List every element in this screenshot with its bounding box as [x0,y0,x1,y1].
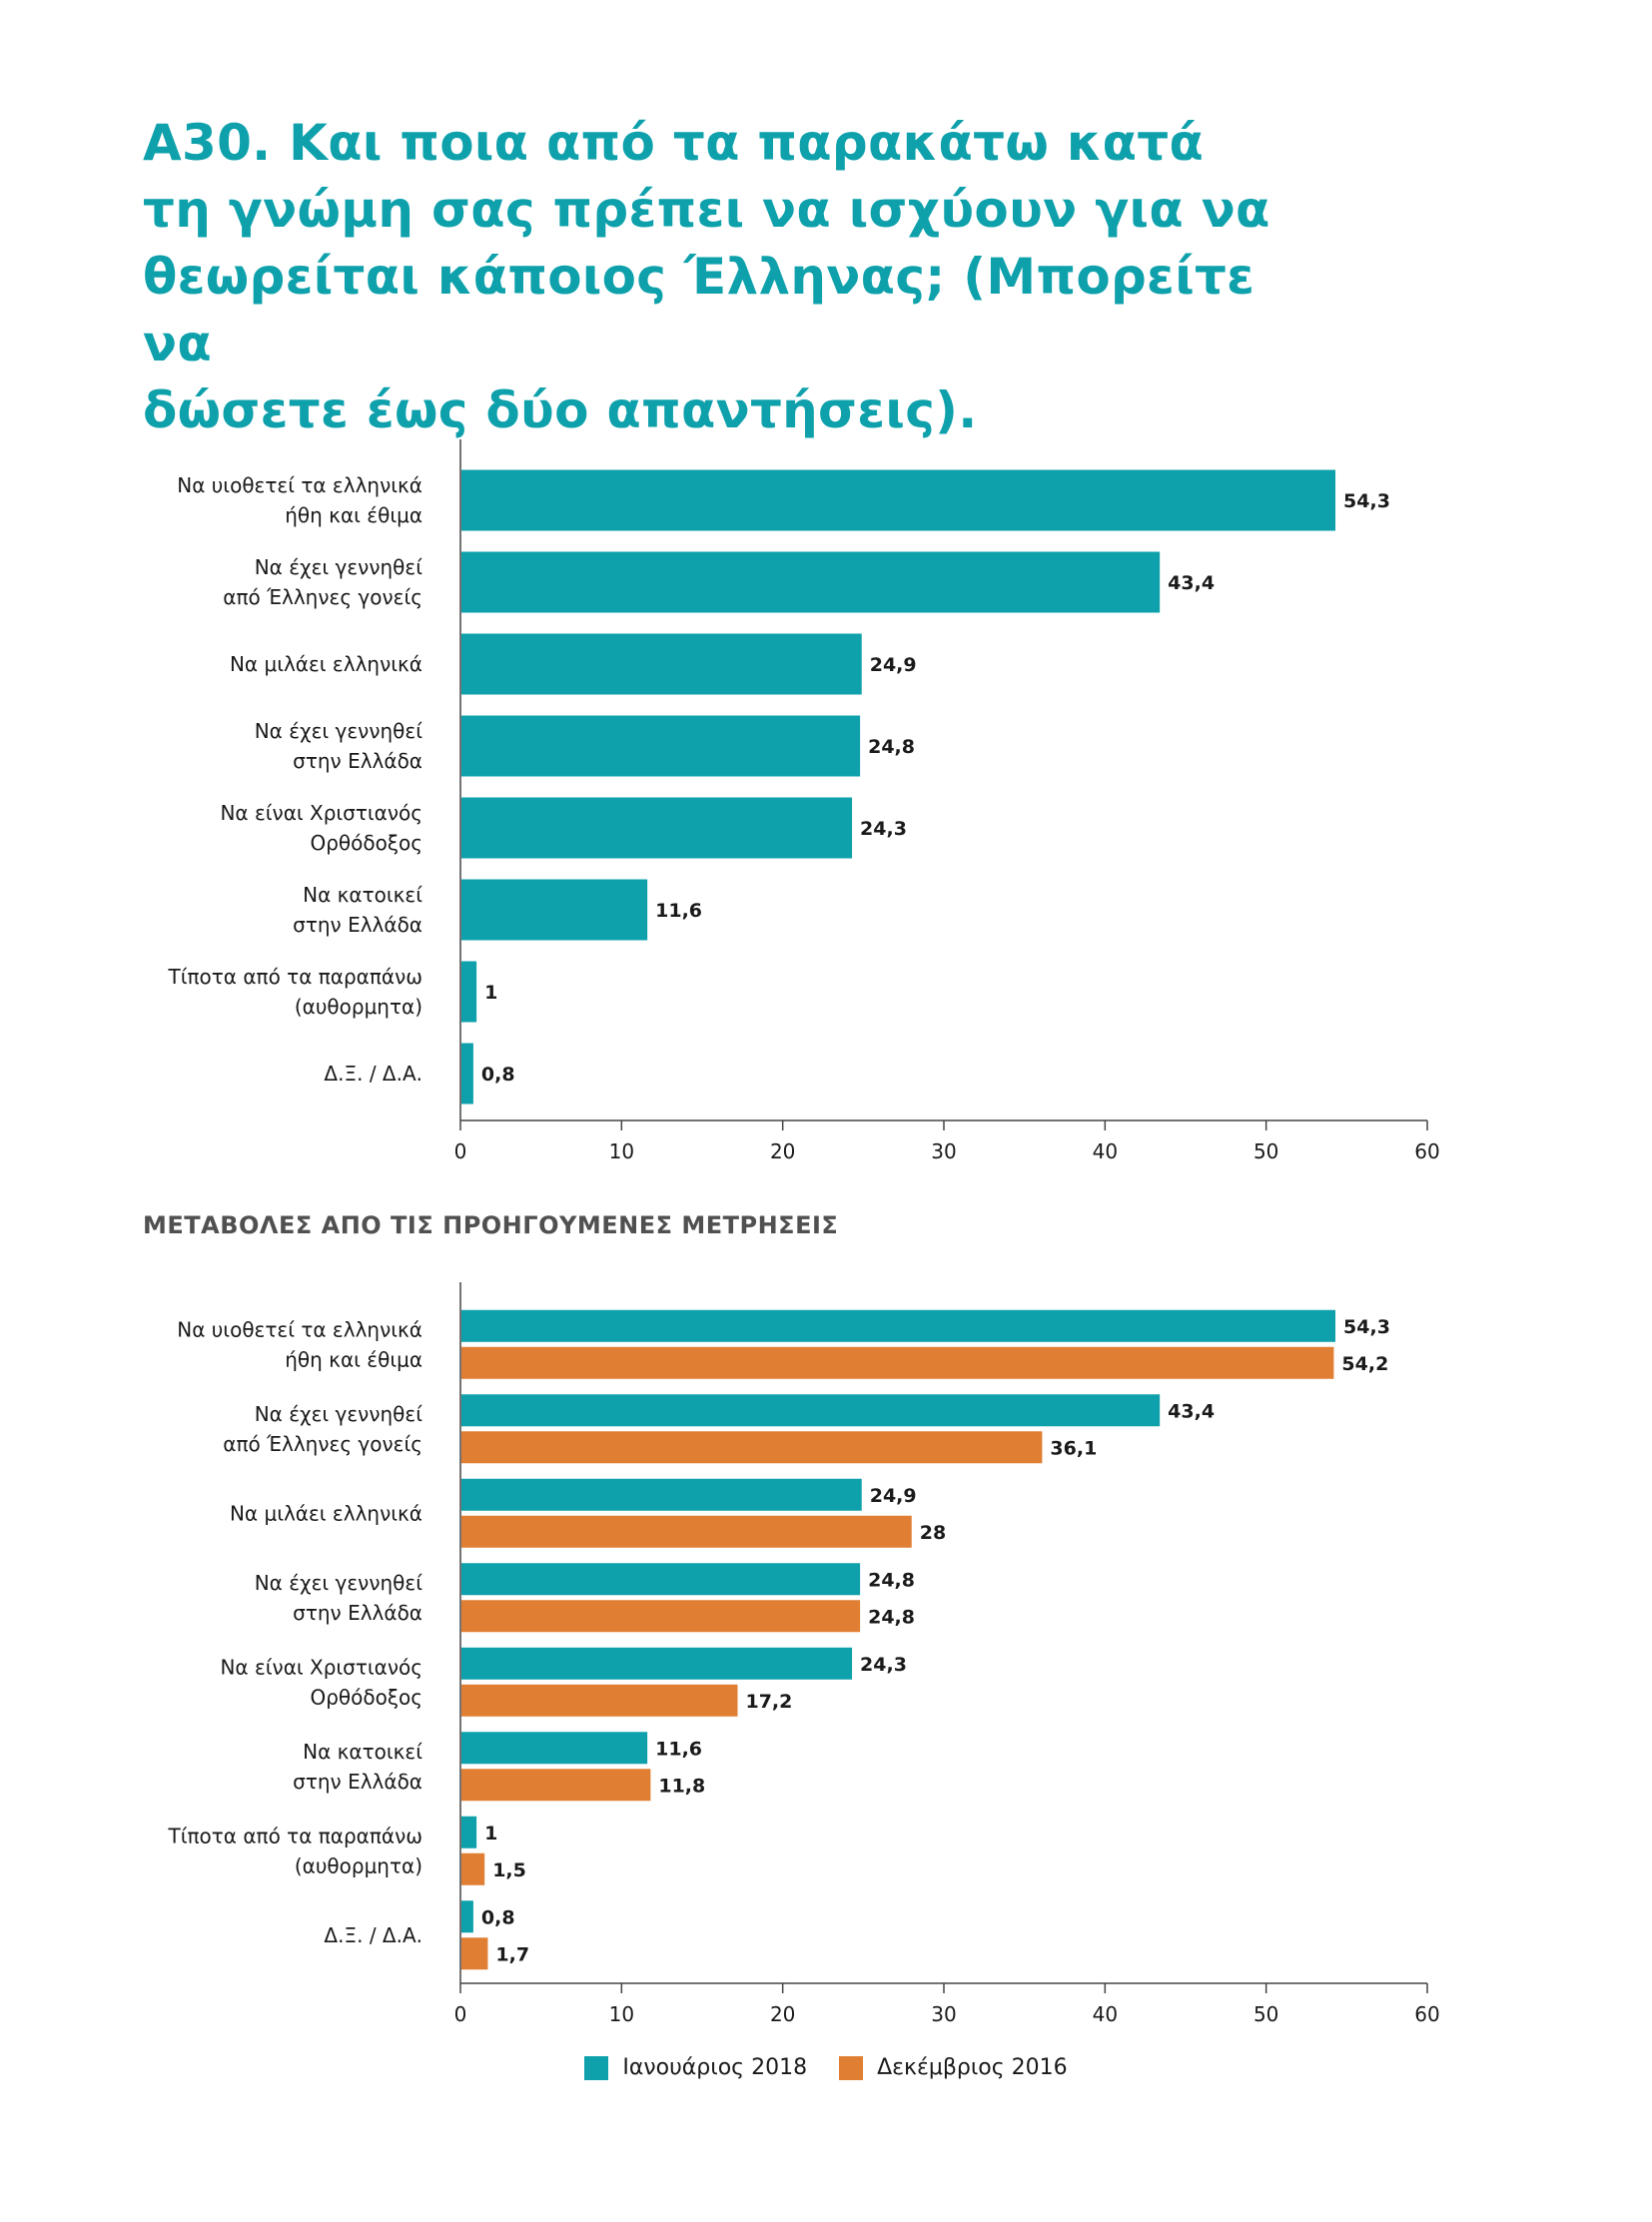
bar [461,1937,488,1970]
data-label: 0,8 [481,1906,515,1928]
bar [461,1600,861,1633]
bar [461,1346,1334,1379]
x-tick-label: 40 [1093,1139,1118,1163]
bar [461,1043,473,1105]
bar [461,1431,1043,1464]
category-label: Να έχει γεννηθεί στην Ελλάδα [255,1571,423,1625]
x-tick-label: 30 [931,2002,956,2026]
category-label: Δ.Ξ. / Δ.Α. [324,1923,422,1947]
data-label: 54,2 [1341,1353,1388,1375]
x-tick-label: 50 [1253,2002,1278,2026]
x-tick-label: 20 [770,1139,795,1163]
x-tick-label: 10 [609,2002,634,2026]
legend-item-jan-2018: Ιανουάριος 2018 [584,2055,807,2080]
data-label: 17,2 [745,1691,792,1713]
legend-swatch-dec-2016 [839,2055,864,2080]
bar [461,1478,862,1511]
x-tick-label: 40 [1093,2002,1118,2026]
bar [461,879,648,941]
data-label: 24,3 [860,818,907,840]
data-label: 24,3 [860,1654,907,1676]
bar [461,1732,648,1765]
x-tick-label: 30 [931,1139,956,1163]
bar [461,1309,1336,1342]
data-label: 1,7 [495,1943,529,1965]
title-line: Α30. Και ποια από τα παρακάτω κατά [143,114,1205,172]
data-label: 54,3 [1343,1316,1390,1338]
category-label: Να μιλάει ελληνικά [230,652,422,676]
x-tick-label: 50 [1253,1139,1278,1163]
x-tick-label: 60 [1414,2002,1439,2026]
category-label: Να υιοθετεί τα ελληνικά ήθη και έθιμα [177,473,422,527]
data-label: 1 [484,982,497,1004]
data-label: 1 [484,1823,497,1845]
category-label: Να έχει γεννηθεί από Έλληνες γονείς [223,555,422,609]
category-label: Τίποτα από τα παραπάνω (αυθορμητα) [168,1824,423,1877]
category-label: Να κατοικεί στην Ελλάδα [293,1740,422,1794]
bar-chart-jan-2018: Να υιοθετεί τα ελληνικά ήθη και έθιμα 54,3… [168,439,1440,1163]
data-label: 43,4 [1168,572,1215,594]
legend-label-dec-2016: Δεκέμβριος 2016 [877,2055,1068,2080]
comparison-subheading: ΜΕΤΑΒΟΛΕΣ ΑΠΟ ΤΙΣ ΠΡΟΗΓΟΥΜΕΝΕΣ ΜΕΤΡΗΣΕΙΣ [143,1211,839,1239]
category-label: Να έχει γεννηθεί στην Ελλάδα [255,719,423,773]
x-tick-label: 60 [1414,1139,1439,1163]
data-label: 36,1 [1050,1437,1097,1459]
data-label: 43,4 [1168,1400,1215,1422]
bar [461,1394,1161,1427]
bar [461,797,853,859]
title-line: θεωρείται κάποιος Έλληνας; (Μπορείτε να [143,248,1255,372]
category-label: Να είναι Χριστιανός Ορθόδοξος [220,1655,422,1709]
data-label: 11,6 [655,1738,702,1760]
category-label: Να μιλάει ελληνικά [230,1501,422,1525]
data-label: 24,9 [870,654,917,676]
legend-label-jan-2018: Ιανουάριος 2018 [622,2055,808,2080]
x-tick-label: 0 [454,1139,467,1163]
bar [461,469,1336,531]
data-label: 28 [920,1522,946,1544]
category-label: Δ.Ξ. / Δ.Α. [324,1062,422,1086]
title-line: τη γνώμη σας πρέπει να ισχύουν για να [143,181,1270,239]
category-label: Να είναι Χριστιανός Ορθόδοξος [220,801,422,855]
data-label: 11,8 [658,1775,705,1797]
data-label: 0,8 [481,1064,515,1086]
data-label: 24,9 [870,1485,917,1507]
legend-item-dec-2016: Δεκέμβριος 2016 [839,2055,1068,2080]
x-tick-label: 0 [454,2002,467,2026]
page-title: Α30. Και ποια από τα παρακάτω κατά τη γν… [143,110,1341,444]
bar [461,961,477,1023]
bar [461,1769,651,1802]
bar [461,1684,738,1717]
category-label: Να κατοικεί στην Ελλάδα [293,883,422,937]
data-label: 24,8 [868,1569,915,1591]
bar [461,1647,853,1680]
data-label: 11,6 [655,900,702,922]
bar [461,1515,912,1548]
bar [461,1900,473,1933]
data-label: 24,8 [868,1606,915,1628]
bar [461,1852,485,1885]
data-label: 54,3 [1343,490,1390,512]
bar-chart-comparison: Να υιοθετεί τα ελληνικά ήθη και έθιμα 54,3… [168,1282,1440,2026]
bar [461,551,1161,613]
data-label: 1,5 [492,1859,526,1881]
x-tick-label: 20 [770,2002,795,2026]
bar [461,715,861,777]
category-label: Να έχει γεννηθεί από Έλληνες γονείς [223,1402,422,1456]
bar [461,1816,477,1849]
category-label: Να υιοθετεί τα ελληνικά ήθη και έθιμα [177,1317,422,1371]
category-label: Τίποτα από τα παραπάνω (αυθορμητα) [168,965,423,1019]
title-line: δώσετε έως δύο απαντήσεις). [143,381,978,439]
chart-legend: Ιανουάριος 2018 Δεκέμβριος 2016 [0,2055,1652,2080]
data-label: 24,8 [868,736,915,758]
x-tick-label: 10 [609,1139,634,1163]
bar [461,633,862,695]
bar [461,1563,861,1596]
legend-swatch-jan-2018 [584,2055,609,2080]
